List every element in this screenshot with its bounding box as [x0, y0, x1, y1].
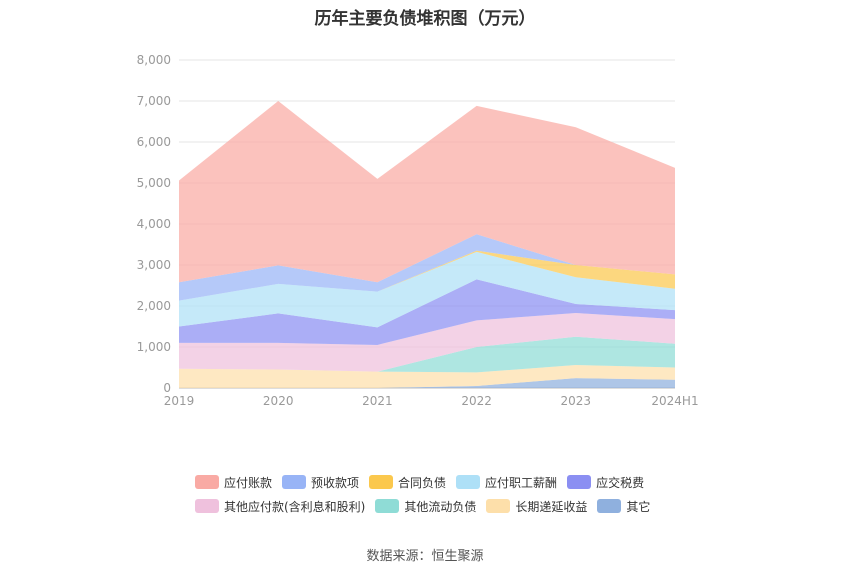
- legend-item[interactable]: 其它: [597, 498, 650, 515]
- legend-swatch: [597, 499, 622, 513]
- legend-label: 合同负债: [398, 475, 447, 490]
- area-series-应付账款: [179, 101, 675, 283]
- y-tick-label: 0: [163, 381, 171, 395]
- area-series-其他流动负债: [179, 336, 675, 373]
- legend-swatch: [195, 499, 219, 513]
- x-tick-label: 2021: [362, 394, 393, 408]
- legend-swatch: [375, 499, 400, 513]
- legend-label: 预收款项: [311, 475, 360, 490]
- legend-swatch: [486, 499, 511, 513]
- y-tick-label: 4,000: [137, 217, 171, 231]
- x-tick-label: 2020: [263, 394, 294, 408]
- area-series-合同负债: [179, 250, 675, 301]
- legend-swatch: [195, 475, 219, 489]
- y-axis-ticks: 0 1,000 2,000 3,000 4,000 5,000 6,000 7,000 8,00…: [137, 53, 171, 395]
- area-series-应交税费: [179, 279, 675, 345]
- area-series-长期递延收益: [179, 365, 675, 388]
- y-tick-label: 5,000: [137, 176, 171, 190]
- x-tick-label: 2023: [561, 394, 592, 408]
- legend-item[interactable]: 其他应付款(含利息和股利): [195, 498, 365, 515]
- x-tick-label: 2022: [461, 394, 492, 408]
- legend-item[interactable]: 预收款项: [282, 474, 359, 491]
- legend-label: 应交税费: [596, 475, 645, 490]
- y-tick-label: 7,000: [137, 94, 171, 108]
- legend-swatch: [567, 475, 592, 489]
- legend-item[interactable]: 合同负债: [369, 474, 446, 491]
- area-series-应付职工薪酬: [179, 251, 675, 328]
- legend-label: 其它: [626, 499, 651, 514]
- legend-item[interactable]: 其他流动负债: [375, 498, 476, 515]
- area-series-其它: [179, 378, 675, 388]
- chart-title: 历年主要负债堆积图（万元）: [314, 9, 536, 29]
- legend-label: 长期递延收益: [515, 499, 588, 514]
- y-tick-label: 6,000: [137, 135, 171, 149]
- legend-label: 其他应付款(含利息和股利): [224, 499, 366, 514]
- legend-item[interactable]: 应交税费: [567, 474, 644, 491]
- legend-item[interactable]: 应付职工薪酬: [456, 474, 557, 491]
- y-tick-label: 1,000: [137, 340, 171, 354]
- y-tick-label: 8,000: [137, 53, 171, 67]
- legend-label: 其他流动负债: [404, 499, 477, 514]
- legend-swatch: [369, 475, 394, 489]
- x-tick-label: 2024H1: [651, 394, 698, 408]
- area-series: [179, 101, 675, 388]
- legend-swatch: [456, 475, 481, 489]
- legend-label: 应付账款: [224, 475, 273, 490]
- data-source: 数据来源：恒生聚源: [366, 549, 484, 564]
- legend-item[interactable]: 应付账款: [195, 474, 272, 491]
- area-series-其他应付款(含利息和股利): [179, 312, 675, 372]
- x-tick-label: 2019: [164, 394, 195, 408]
- area-series-预收款项: [179, 234, 675, 301]
- legend-swatch: [282, 475, 307, 489]
- legend: 应付账款 预收款项 合同负债 应付职工薪酬 应交税费 其他应付款(含利息和股利) 其他流动…: [195, 470, 715, 518]
- legend-label: 应付职工薪酬: [485, 475, 558, 490]
- y-tick-label: 3,000: [137, 258, 171, 272]
- legend-item[interactable]: 长期递延收益: [486, 498, 587, 515]
- y-tick-label: 2,000: [137, 299, 171, 313]
- legend-row: 其他应付款(含利息和股利) 其他流动负债 长期递延收益 其它: [195, 494, 715, 518]
- legend-row: 应付账款 预收款项 合同负债 应付职工薪酬 应交税费: [195, 470, 715, 494]
- x-axis-ticks: 2019 2020 2021 2022 2023 2024H1: [164, 394, 699, 408]
